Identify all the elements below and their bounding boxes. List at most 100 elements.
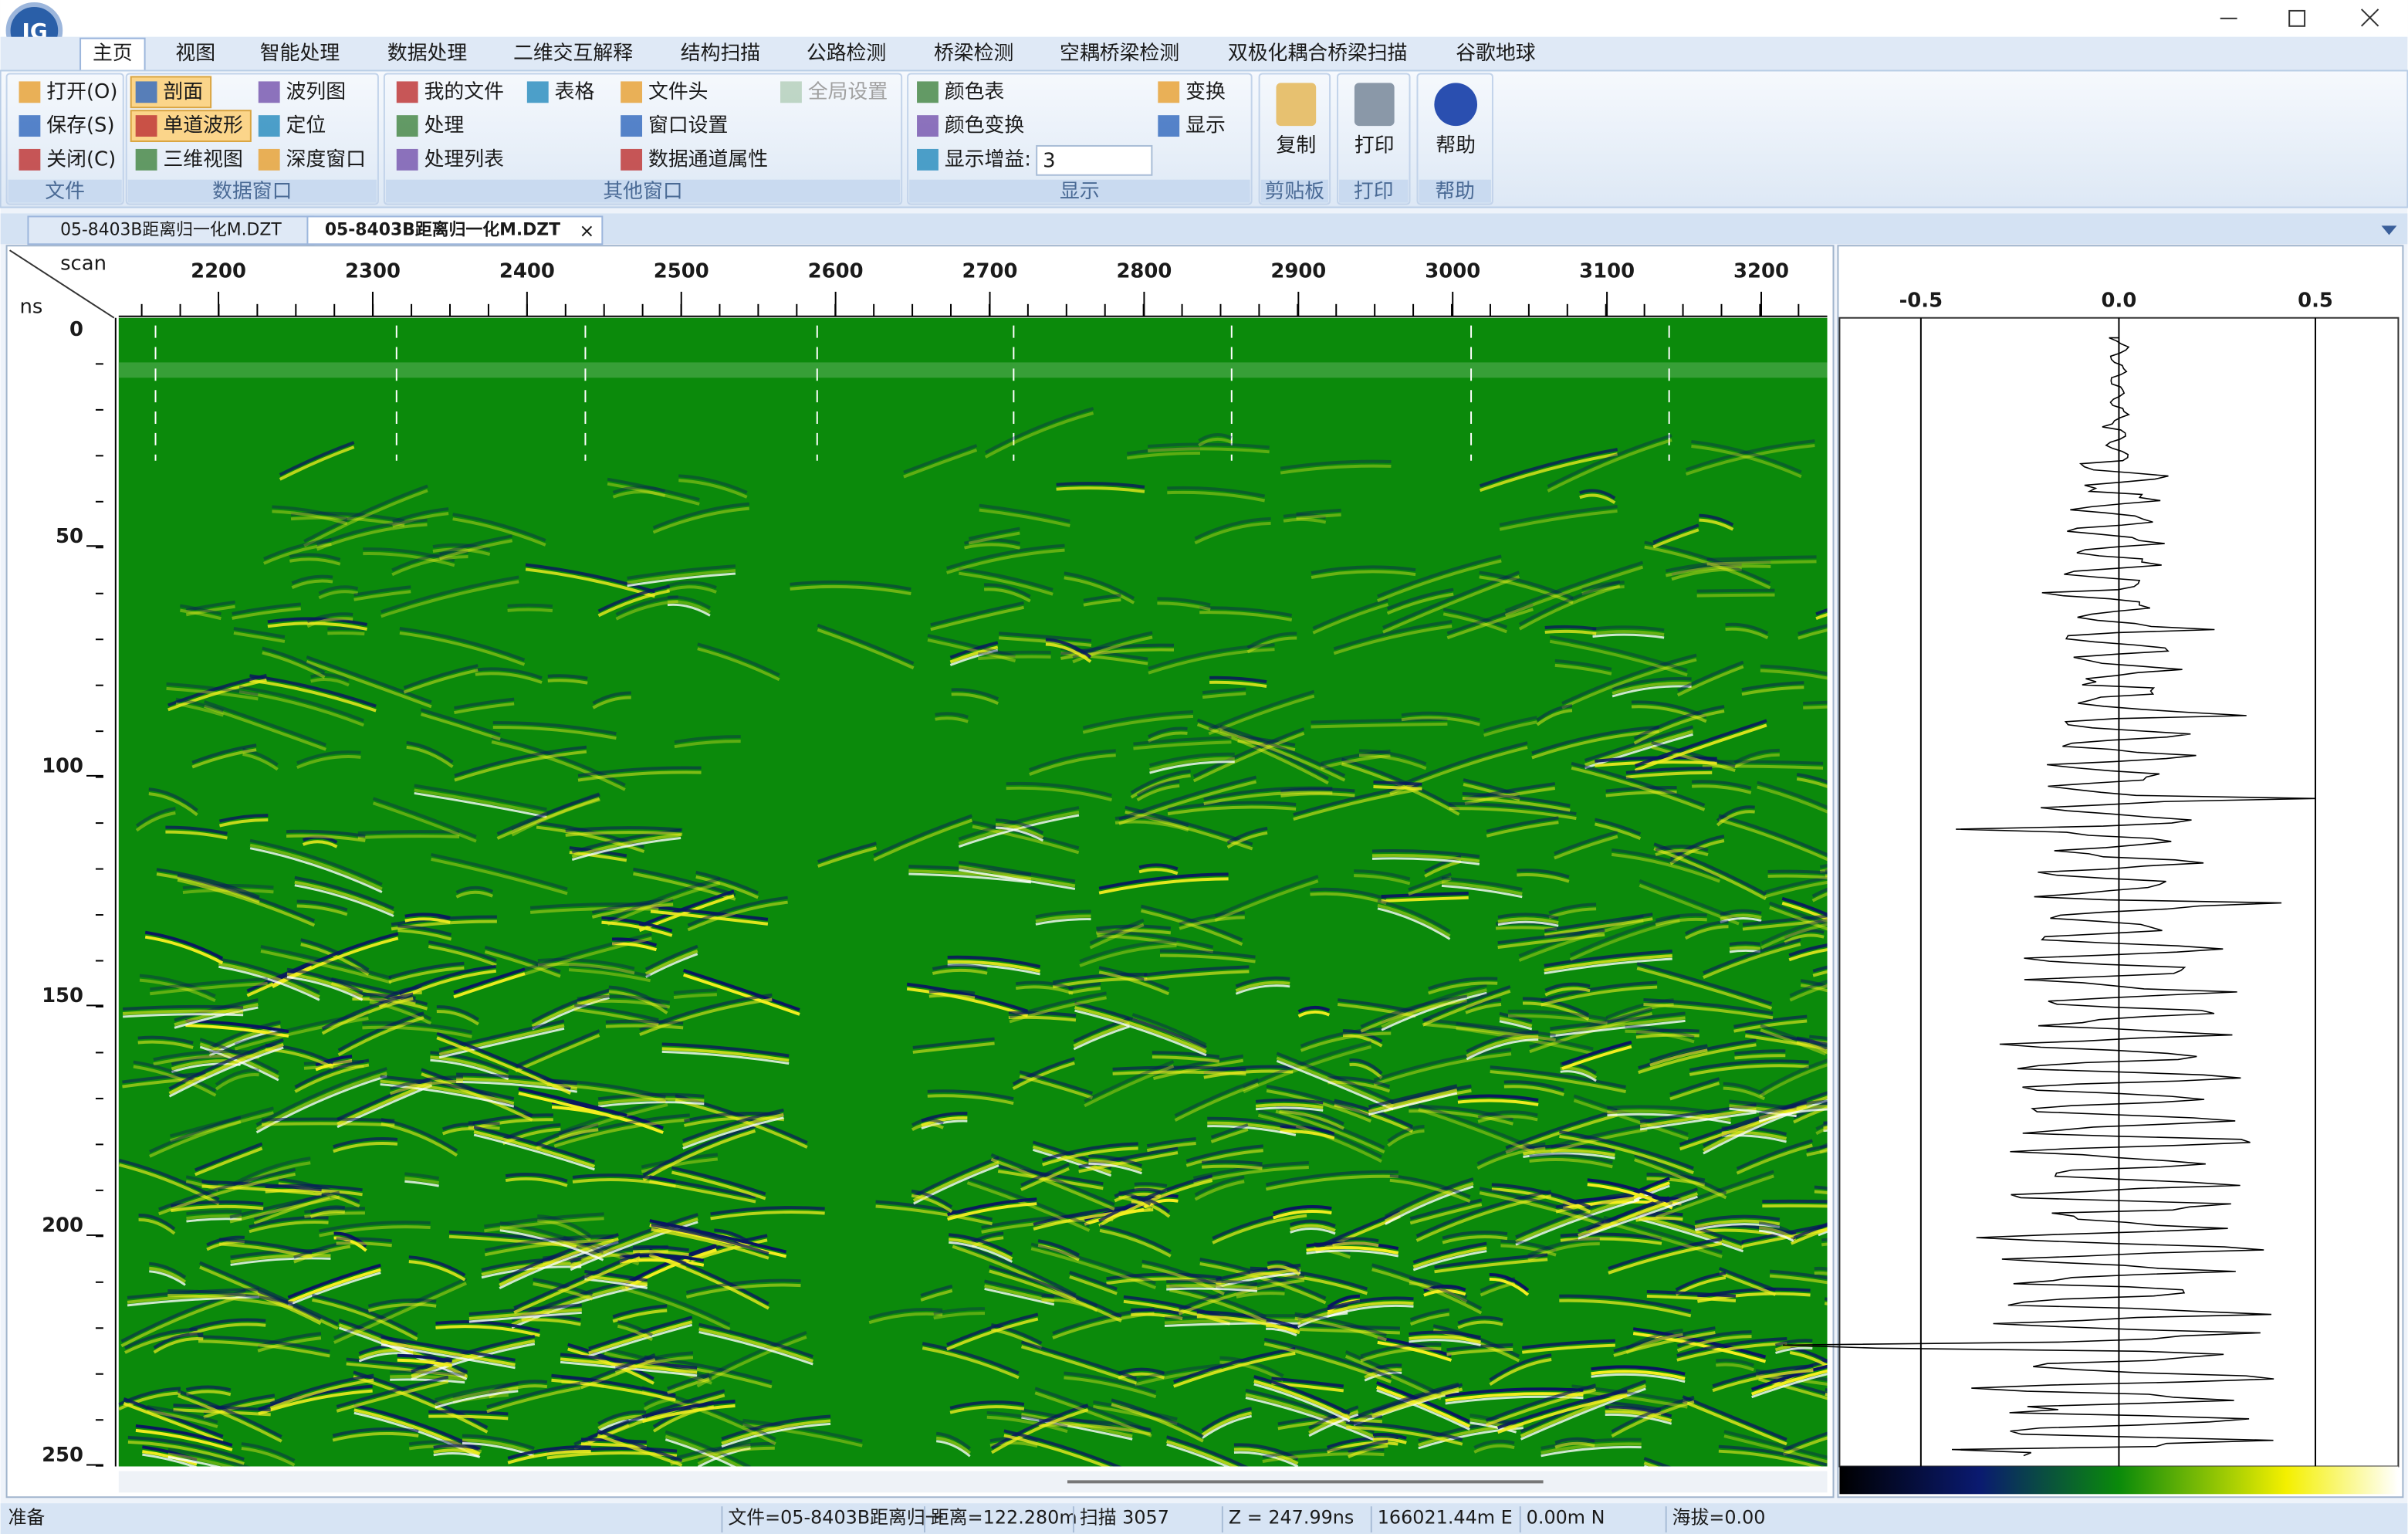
reflection: [1639, 1111, 1757, 1131]
reflection: [1608, 1237, 1723, 1270]
h-scrollbar[interactable]: [118, 1471, 1828, 1493]
reflection: [1373, 1052, 1512, 1086]
reflection: [139, 978, 216, 1002]
reflection: [947, 1197, 1037, 1217]
ribbon-button[interactable]: 定位: [286, 114, 326, 137]
doc-tab-close[interactable]: ×: [579, 220, 594, 242]
reflection: [249, 843, 383, 891]
x-tick-label: 2900: [1270, 260, 1326, 283]
reflection: [617, 1319, 654, 1337]
reflection: [1111, 1403, 1204, 1443]
ribbon-button[interactable]: 表格: [555, 80, 595, 103]
reflection: [428, 1410, 509, 1416]
menu-tab[interactable]: 桥梁检测: [934, 42, 1013, 65]
reflection: [327, 632, 365, 636]
reflection: [390, 1370, 465, 1377]
ribbon-button[interactable]: 数据通道属性: [648, 147, 768, 171]
reflection: [1819, 1147, 1828, 1154]
menu-tab[interactable]: 数据处理: [387, 42, 467, 65]
ribbon-button[interactable]: 帮助: [1436, 134, 1476, 157]
reflection: [1064, 1371, 1157, 1394]
doc-tab-label[interactable]: 05-8403B距离归一化M.DZT: [325, 219, 560, 239]
x-tick-label: 2200: [191, 260, 246, 283]
ribbon-button[interactable]: 深度窗口: [286, 147, 366, 171]
restore-button[interactable]: [2288, 9, 2306, 27]
ribbon-button[interactable]: 打开(O): [46, 80, 117, 103]
doc-tab[interactable]: [306, 215, 604, 246]
ribbon-button[interactable]: 波列图: [286, 80, 347, 103]
reflection: [215, 1068, 259, 1086]
ribbon-button[interactable]: 颜色变换: [945, 114, 1025, 137]
reflection: [930, 605, 1024, 632]
menu-tab[interactable]: 结构扫描: [681, 42, 760, 65]
ribbon-button[interactable]: 文件头: [648, 80, 709, 103]
ribbon-button[interactable]: 保存(S): [46, 114, 114, 137]
color-bar: [1839, 1466, 2399, 1495]
group-label: 文件: [45, 180, 85, 203]
doc-tab[interactable]: [27, 215, 315, 246]
y-axis-label: ns: [19, 295, 42, 318]
reflection: [921, 1119, 968, 1129]
reflection: [1088, 1159, 1143, 1172]
reflection: [122, 1009, 244, 1015]
reflection: [1646, 1177, 1706, 1187]
reflection: [951, 688, 999, 701]
doc-tab-label[interactable]: 05-8403B距离归一化M.DZT: [60, 220, 282, 239]
ribbon-button[interactable]: 复制: [1276, 134, 1316, 157]
ribbon-button[interactable]: 处理列表: [424, 147, 504, 171]
reflection: [1466, 1038, 1539, 1061]
reflection: [1723, 1430, 1828, 1459]
reflection: [1136, 779, 1180, 797]
reflection: [1289, 1224, 1336, 1232]
reflection: [306, 612, 353, 624]
ribbon-button[interactable]: 显示: [1185, 114, 1226, 137]
reflection: [1332, 1241, 1379, 1248]
ribbon-button[interactable]: 全局设置: [808, 80, 888, 103]
reflection: [1401, 716, 1480, 726]
ribbon-button[interactable]: 变换: [1185, 80, 1226, 103]
reflection: [420, 708, 501, 737]
tab-dropdown[interactable]: [2381, 225, 2397, 235]
menu-tab[interactable]: 视图: [175, 42, 215, 65]
ribbon-button[interactable]: 单道波形: [163, 114, 243, 137]
reflection: [338, 1326, 468, 1380]
reflection: [367, 1298, 437, 1308]
menu-tab[interactable]: 双极化耦合桥梁扫描: [1228, 42, 1408, 65]
ribbon-button[interactable]: 剖面: [163, 80, 203, 103]
menu-tab[interactable]: 空耦桥梁检测: [1060, 42, 1179, 65]
reflection: [1611, 848, 1720, 879]
reflection: [1219, 724, 1346, 777]
reflection: [199, 1038, 279, 1074]
menu-tab[interactable]: 公路检测: [807, 42, 886, 65]
reflection: [592, 691, 631, 705]
ribbon-button[interactable]: 打印: [1354, 134, 1395, 157]
ribbon-button[interactable]: 三维视图: [163, 147, 242, 171]
reflection: [262, 646, 326, 675]
reflection: [1166, 1284, 1258, 1290]
reflection: [1032, 1145, 1112, 1174]
reflection: [612, 1304, 668, 1319]
reflection: [1676, 660, 1744, 693]
reflection: [1692, 780, 1752, 790]
menu-tab[interactable]: 二维交互解释: [513, 42, 633, 65]
ribbon-button[interactable]: 窗口设置: [648, 114, 728, 137]
reflection: [667, 600, 711, 615]
menu-tab[interactable]: 智能处理: [260, 42, 340, 65]
menu-tab[interactable]: 主页: [93, 42, 133, 65]
menu-tab[interactable]: 谷歌地球: [1456, 42, 1536, 65]
reflection: [499, 1233, 619, 1282]
gain-combo[interactable]: [1036, 144, 1153, 176]
ribbon-button[interactable]: 我的文件: [424, 80, 504, 103]
reflection: [597, 1092, 705, 1101]
ribbon-button[interactable]: 显示增益:: [945, 147, 1031, 171]
ribbon-button[interactable]: 关闭(C): [46, 147, 116, 171]
reflection: [372, 797, 477, 838]
ribbon-button[interactable]: 颜色表: [945, 80, 1005, 103]
reflection: [118, 1391, 181, 1411]
reflection: [391, 555, 468, 577]
ribbon-button[interactable]: 处理: [424, 114, 465, 137]
reflection: [1353, 1382, 1459, 1419]
close-button[interactable]: [2360, 8, 2379, 27]
reflection: [1148, 648, 1275, 675]
reflection: [233, 627, 286, 638]
